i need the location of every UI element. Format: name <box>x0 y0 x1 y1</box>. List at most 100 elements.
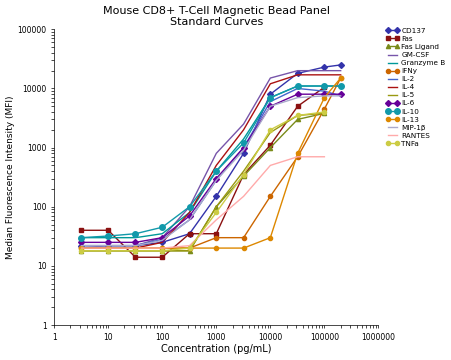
Granzyme B <box>159 231 165 236</box>
TNFa <box>159 249 165 253</box>
IL-2 <box>105 243 110 248</box>
IL-4 <box>240 128 246 132</box>
Fas Ligand <box>295 117 300 122</box>
MIP-1β <box>337 94 343 98</box>
Line: MIP-1β: MIP-1β <box>81 96 340 246</box>
GM-CSF <box>337 68 343 73</box>
Granzyme B <box>78 235 84 240</box>
IL-5 <box>295 113 300 118</box>
CD137 <box>321 65 327 69</box>
Fas <box>321 85 327 89</box>
Fas <box>295 104 300 108</box>
IFNy <box>321 107 327 111</box>
IL-2 <box>240 145 246 150</box>
TNFa <box>213 210 219 215</box>
Fas <box>78 228 84 233</box>
Line: RANTES: RANTES <box>81 157 324 248</box>
GM-CSF <box>186 204 192 209</box>
Fas <box>186 231 192 236</box>
IFNy <box>337 76 343 80</box>
IL-5 <box>159 249 165 253</box>
IL-4 <box>186 210 192 215</box>
CD137 <box>295 71 300 76</box>
IL-13 <box>105 246 110 250</box>
IL-6 <box>321 92 327 96</box>
Fas Ligand <box>105 249 110 253</box>
IL-6 <box>133 240 138 244</box>
TNFa <box>78 249 84 253</box>
CD137 <box>78 243 84 248</box>
GM-CSF <box>159 235 165 240</box>
Line: IL-4: IL-4 <box>81 75 340 248</box>
RANTES <box>186 243 192 248</box>
MIP-1β <box>321 94 327 98</box>
IL-5 <box>213 204 219 209</box>
IL-6 <box>78 240 84 244</box>
Line: CD137: CD137 <box>79 63 342 248</box>
Fas Ligand <box>133 249 138 253</box>
GM-CSF <box>295 68 300 73</box>
Fas <box>267 143 272 147</box>
IL-13 <box>78 246 84 250</box>
IL-13 <box>240 246 246 250</box>
IL-10 <box>105 234 110 238</box>
Granzyme B <box>186 210 192 215</box>
Line: IL-10: IL-10 <box>78 83 343 240</box>
TNFa <box>295 113 300 118</box>
IL-13 <box>267 235 272 240</box>
IL-10 <box>133 231 138 236</box>
IL-10 <box>295 84 300 88</box>
IL-10 <box>186 204 192 209</box>
CD137 <box>159 240 165 244</box>
IFNy <box>267 194 272 198</box>
TNFa <box>321 110 327 114</box>
Granzyme B <box>321 84 327 88</box>
IL-5 <box>186 249 192 253</box>
TNFa <box>133 249 138 253</box>
Fas Ligand <box>159 249 165 253</box>
Granzyme B <box>337 84 343 88</box>
IL-2 <box>213 178 219 183</box>
IL-2 <box>186 218 192 222</box>
CD137 <box>240 151 246 156</box>
IL-6 <box>186 214 192 218</box>
IL-2 <box>295 86 300 91</box>
Granzyme B <box>267 95 272 100</box>
IL-5 <box>78 249 84 253</box>
Granzyme B <box>133 235 138 240</box>
IL-4 <box>321 73 327 77</box>
IL-6 <box>213 176 219 181</box>
Title: Mouse CD8+ T-Cell Magnetic Bead Panel
Standard Curves: Mouse CD8+ T-Cell Magnetic Bead Panel St… <box>102 5 329 27</box>
GM-CSF <box>240 122 246 126</box>
Fas Ligand <box>186 249 192 253</box>
X-axis label: Concentration (pg/mL): Concentration (pg/mL) <box>161 345 271 355</box>
CD137 <box>105 243 110 248</box>
RANTES <box>78 246 84 250</box>
IFNy <box>105 246 110 250</box>
MIP-1β <box>105 243 110 248</box>
IFNy <box>295 154 300 159</box>
MIP-1β <box>267 104 272 108</box>
IL-6 <box>105 240 110 244</box>
RANTES <box>133 246 138 250</box>
Fas Ligand <box>267 145 272 150</box>
IFNy <box>78 246 84 250</box>
IL-4 <box>295 73 300 77</box>
IL-13 <box>213 246 219 250</box>
Fas Ligand <box>240 174 246 178</box>
IL-10 <box>267 95 272 100</box>
Line: IFNy: IFNy <box>79 76 342 250</box>
TNFa <box>240 172 246 177</box>
RANTES <box>321 154 327 159</box>
MIP-1β <box>78 243 84 248</box>
IL-4 <box>78 246 84 250</box>
Fas Ligand <box>321 111 327 116</box>
IL-4 <box>159 240 165 244</box>
Line: Granzyme B: Granzyme B <box>81 86 340 238</box>
IFNy <box>133 246 138 250</box>
IL-5 <box>105 249 110 253</box>
IL-10 <box>337 84 343 88</box>
IL-13 <box>337 76 343 80</box>
Fas <box>105 228 110 233</box>
IL-6 <box>159 235 165 240</box>
